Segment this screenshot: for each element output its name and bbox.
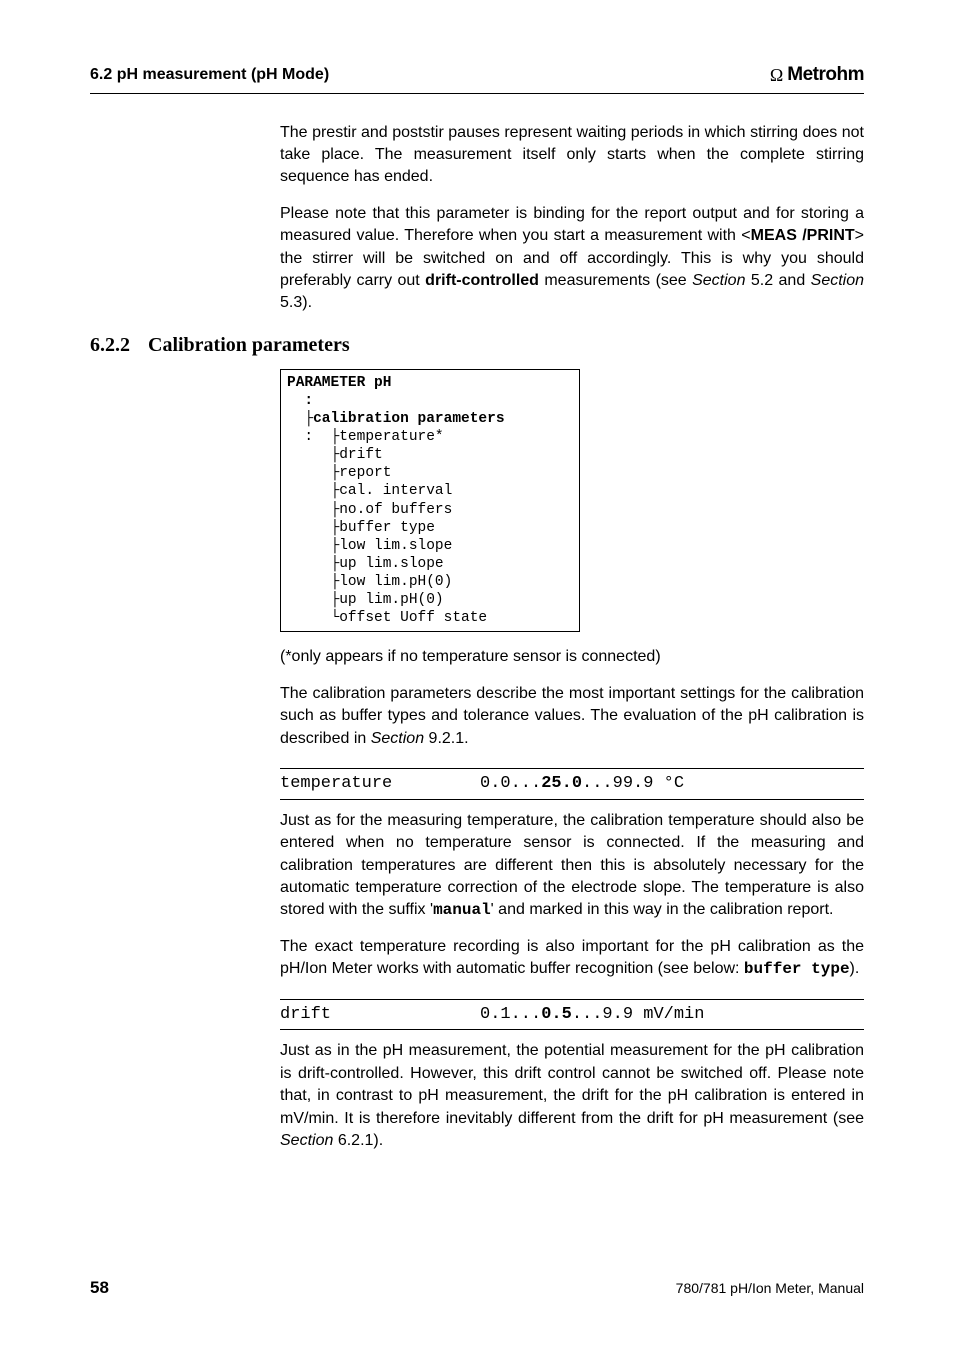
brand-name: Metrohm (787, 62, 864, 89)
param-val-temperature: 0.0...25.0...99.9 °C (480, 772, 684, 796)
temp-p1: Just as for the measuring temperature, t… (280, 810, 864, 922)
main-content: PARAMETER pH : ├calibration parameters :… (280, 369, 864, 1153)
header-section-ref: 6.2 pH measurement (pH Mode) (90, 64, 329, 86)
intro-p2: Please note that this parameter is bindi… (280, 203, 864, 315)
section-heading: 6.2.2 Calibration parameters (90, 331, 864, 359)
page-footer: 58 780/781 pH/Ion Meter, Manual (90, 1276, 864, 1300)
temp-p2: The exact temperature recording is also … (280, 936, 864, 981)
section-number: 6.2.2 (90, 331, 130, 359)
param-row-temperature: temperature 0.0...25.0...99.9 °C (280, 768, 864, 800)
intro-block: The prestir and poststir pauses represen… (280, 122, 864, 315)
calib-desc: The calibration parameters describe the … (280, 683, 864, 750)
page-number: 58 (90, 1276, 109, 1300)
param-val-drift: 0.1...0.5...9.9 mV/min (480, 1003, 704, 1027)
brand-symbol-icon: Ω (770, 63, 783, 88)
section-title: Calibration parameters (148, 331, 350, 359)
intro-p1: The prestir and poststir pauses represen… (280, 122, 864, 189)
sensor-note: (*only appears if no temperature sensor … (280, 646, 864, 668)
parameter-tree-box: PARAMETER pH : ├calibration parameters :… (280, 369, 580, 633)
drift-p1: Just as in the pH measurement, the poten… (280, 1040, 864, 1152)
param-key-drift: drift (280, 1003, 480, 1027)
param-key-temperature: temperature (280, 772, 480, 796)
page-header: 6.2 pH measurement (pH Mode) Ω Metrohm (90, 62, 864, 94)
footer-doc-title: 780/781 pH/Ion Meter, Manual (676, 1279, 864, 1299)
param-row-drift: drift 0.1...0.5...9.9 mV/min (280, 999, 864, 1031)
brand-logo: Ω Metrohm (770, 62, 864, 89)
